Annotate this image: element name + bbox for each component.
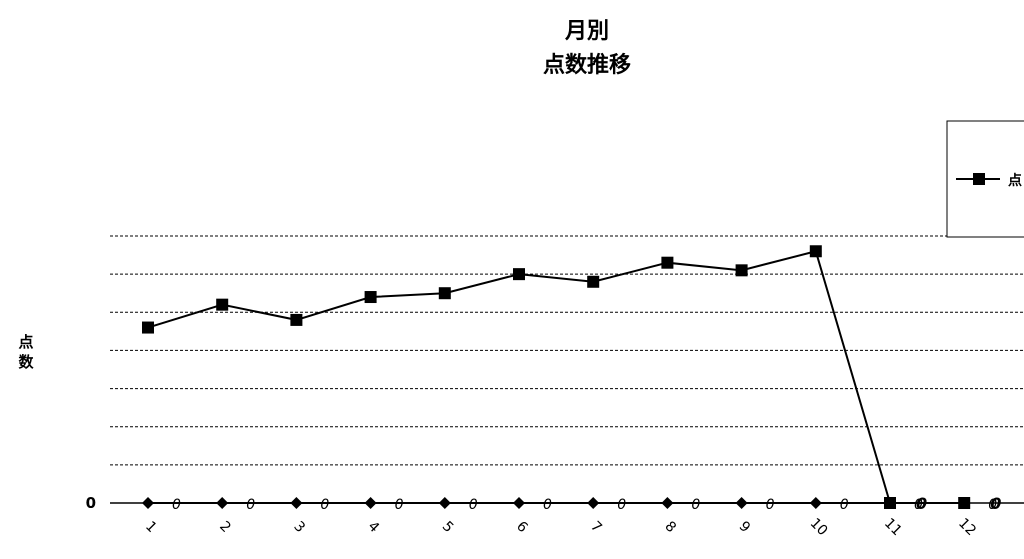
series-markers xyxy=(142,245,971,509)
data-label: 0 xyxy=(320,497,329,513)
diamond-marker xyxy=(735,497,748,509)
x-tick-label: 12 xyxy=(955,515,979,539)
diamond-marker xyxy=(438,497,451,509)
series-line xyxy=(147,250,965,504)
x-tick-label: 10 xyxy=(807,515,831,539)
x-tick-label: 4 xyxy=(365,518,383,536)
data-label: 0 xyxy=(990,494,1001,513)
legend-series-name: 点 xyxy=(1008,172,1022,189)
x-tick-label: 11 xyxy=(881,515,905,539)
data-label: 0 xyxy=(246,497,255,513)
y-tick-labels: 0 xyxy=(86,494,96,512)
data-label: 0 xyxy=(543,497,552,513)
diamond-marker xyxy=(142,497,154,509)
x-tick-label: 2 xyxy=(216,518,234,536)
data-label: 0 xyxy=(988,497,997,513)
chart-title-line-2: 点数推移 xyxy=(543,52,631,78)
square-marker xyxy=(513,268,525,281)
data-label: 0 xyxy=(172,497,181,513)
data-labels: 0 00 0 0 0 0 0 0 0 0 0 0 0 xyxy=(172,494,1001,513)
diamond-marker xyxy=(884,497,896,509)
square-marker xyxy=(809,245,822,258)
square-marker xyxy=(587,275,600,288)
diamond-marker xyxy=(661,497,674,509)
square-marker xyxy=(364,291,377,304)
square-marker xyxy=(661,256,674,269)
y-tick-label: 0 xyxy=(86,494,96,512)
x-tick-label: 8 xyxy=(661,518,679,536)
legend-series-marker xyxy=(973,173,985,185)
data-label: 0 xyxy=(840,497,849,513)
diamond-marker xyxy=(587,497,600,509)
x-tick-label: 6 xyxy=(513,518,531,536)
y-axis-label-char-2: 数 xyxy=(18,353,34,371)
series-lines xyxy=(147,250,965,504)
data-label: 0 xyxy=(914,497,923,513)
x-tick-label: 7 xyxy=(587,518,605,536)
square-marker xyxy=(438,287,451,300)
square-marker xyxy=(735,264,748,277)
x-tick-label: 5 xyxy=(439,518,457,536)
diamond-marker xyxy=(290,497,303,509)
diamond-marker xyxy=(958,497,971,509)
x-tick-labels: 1 2 3 4 5 6 7 8 9 10 11 12 xyxy=(142,515,979,539)
x-tick-label: 1 xyxy=(142,518,160,536)
x-tick-label: 3 xyxy=(290,518,308,536)
legend: 点 xyxy=(946,120,1024,238)
data-label: 0 xyxy=(395,497,404,513)
data-label: 0 xyxy=(469,497,478,513)
square-marker xyxy=(216,298,229,311)
data-label: 0 xyxy=(766,497,775,513)
x-tick-label: 9 xyxy=(736,518,754,536)
data-label: 0 xyxy=(691,497,700,513)
square-marker xyxy=(290,313,303,326)
chart-title-line-1: 月別 xyxy=(564,19,609,44)
gridlines xyxy=(110,235,1024,504)
data-label: 0 xyxy=(916,494,927,513)
diamond-marker xyxy=(364,497,377,509)
square-marker xyxy=(142,321,154,334)
y-axis-label: 点 数 xyxy=(18,333,34,371)
data-label: 0 xyxy=(617,497,626,513)
diamond-marker xyxy=(513,497,525,509)
y-axis-label-char-1: 点 xyxy=(18,333,33,351)
diamond-marker xyxy=(216,497,229,509)
diamond-marker xyxy=(809,497,822,509)
